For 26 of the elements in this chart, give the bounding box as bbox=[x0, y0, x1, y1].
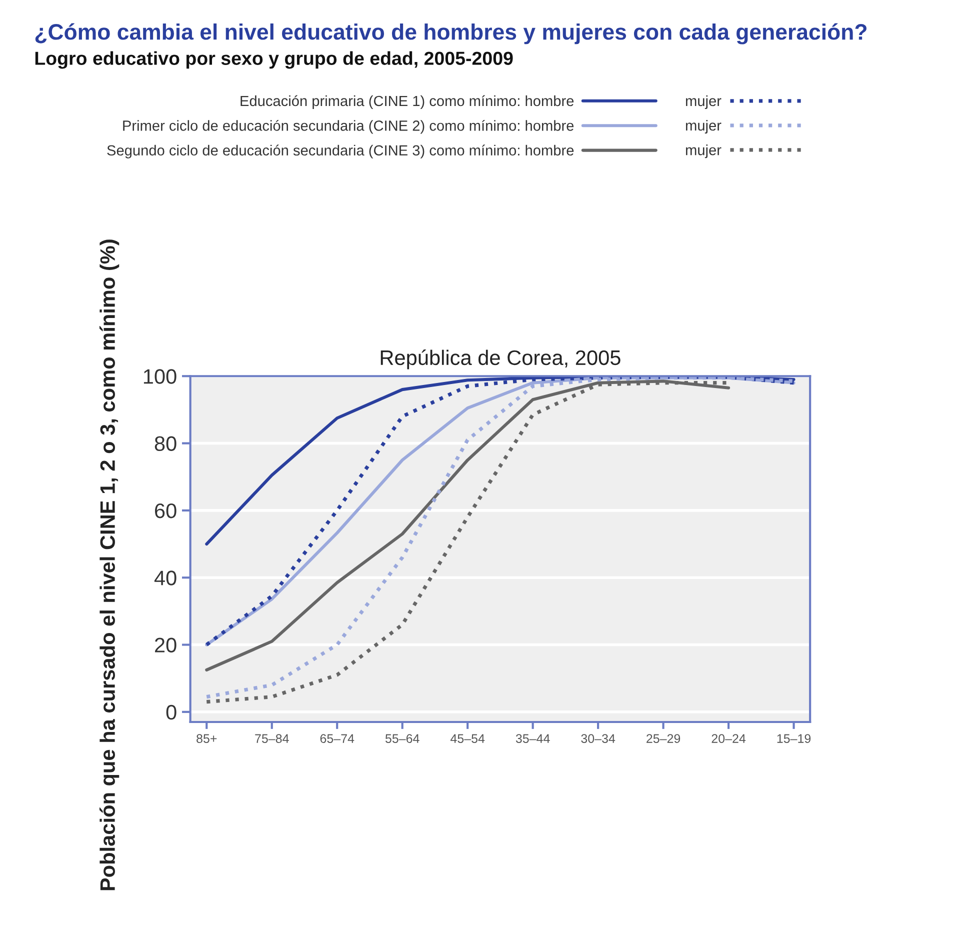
x-tick-label: 65–74 bbox=[320, 734, 354, 743]
y-tick-label: 0 bbox=[166, 704, 176, 720]
y-tick-label: 80 bbox=[154, 436, 176, 452]
chart-title: ¿Cómo cambia el nivel educativo de hombres y mujeres con cada generación? bbox=[35, 23, 866, 44]
x-tick-label: 85+ bbox=[196, 734, 217, 743]
text: República de Corea, 2005 bbox=[380, 350, 620, 370]
legend-label: mujer bbox=[686, 95, 722, 110]
y-axis-title: Población que ha cursado el nivel CINE 1, 2 o 3, como mínimo (%) bbox=[100, 240, 120, 890]
legend-label: mujer bbox=[686, 144, 722, 158]
y-tick-label: 20 bbox=[155, 638, 176, 653]
x-tick-label: 30–34 bbox=[581, 734, 616, 743]
x-tick-label: 45–54 bbox=[450, 734, 485, 743]
y-tick-label: 40 bbox=[154, 570, 176, 586]
y-tick-label: 60 bbox=[155, 503, 176, 518]
y-tick-label: 100 bbox=[144, 369, 176, 384]
legend-label: Educación primaria (CINE 1) como mínimo: hombre bbox=[240, 95, 574, 110]
x-tick-label: 55–64 bbox=[385, 734, 420, 743]
legend-label: mujer bbox=[686, 120, 722, 134]
x-tick-label: 35–44 bbox=[516, 734, 550, 743]
x-tick-label: 25–29 bbox=[646, 734, 680, 743]
x-tick-label: 75–84 bbox=[255, 734, 289, 743]
chart-subtitle: Logro educativo por sexo y grupo de edad, 2005-2009 bbox=[35, 51, 513, 69]
legend-label: Segundo ciclo de educación secundaria (CINE 3) como mínimo: hombre bbox=[107, 144, 574, 158]
legend-label: Primer ciclo de educación secundaria (CINE 2) como mínimo: hombre bbox=[123, 120, 574, 134]
x-tick-label: 15–19 bbox=[777, 734, 811, 743]
x-tick-label: 20–24 bbox=[712, 734, 746, 743]
